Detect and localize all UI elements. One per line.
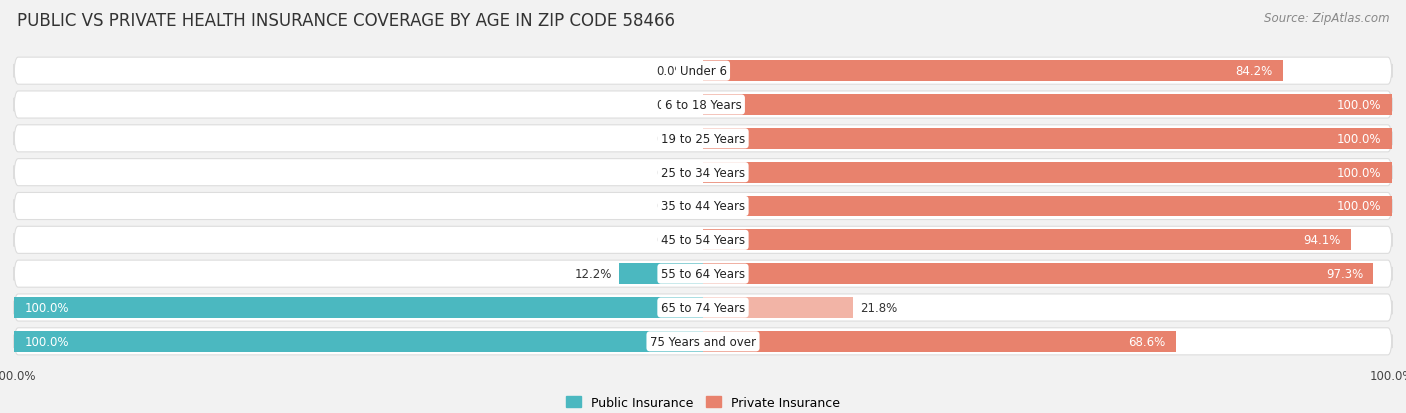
Text: 6 to 18 Years: 6 to 18 Years [665,99,741,112]
Bar [703,162,1392,183]
Text: 0.0%: 0.0% [657,166,686,179]
Text: 0.0%: 0.0% [657,234,686,247]
Bar [703,297,853,318]
Text: PUBLIC VS PRIVATE HEALTH INSURANCE COVERAGE BY AGE IN ZIP CODE 58466: PUBLIC VS PRIVATE HEALTH INSURANCE COVER… [17,12,675,30]
FancyBboxPatch shape [14,159,1392,186]
Text: 0.0%: 0.0% [657,99,686,112]
Text: 19 to 25 Years: 19 to 25 Years [661,133,745,145]
Text: 0.0%: 0.0% [657,200,686,213]
Text: 35 to 44 Years: 35 to 44 Years [661,200,745,213]
Text: 21.8%: 21.8% [860,301,897,314]
Text: 0.0%: 0.0% [657,65,686,78]
Bar [703,263,1374,285]
Text: 100.0%: 100.0% [24,301,69,314]
Text: Source: ZipAtlas.com: Source: ZipAtlas.com [1264,12,1389,25]
Text: 84.2%: 84.2% [1236,65,1272,78]
Bar [703,61,1284,82]
FancyBboxPatch shape [14,227,1392,254]
Text: 100.0%: 100.0% [1337,99,1382,112]
Bar [703,128,1392,150]
Text: 100.0%: 100.0% [1337,200,1382,213]
FancyBboxPatch shape [14,58,1392,85]
Text: 68.6%: 68.6% [1128,335,1166,348]
Text: 25 to 34 Years: 25 to 34 Years [661,166,745,179]
Text: 75 Years and over: 75 Years and over [650,335,756,348]
Text: 100.0%: 100.0% [1337,133,1382,145]
Bar [703,95,1392,116]
Bar [703,196,1392,217]
Bar [619,263,703,285]
Text: 45 to 54 Years: 45 to 54 Years [661,234,745,247]
Text: 97.3%: 97.3% [1326,268,1362,280]
FancyBboxPatch shape [14,126,1392,152]
FancyBboxPatch shape [14,294,1392,321]
Text: 100.0%: 100.0% [24,335,69,348]
Text: 94.1%: 94.1% [1303,234,1341,247]
FancyBboxPatch shape [14,328,1392,355]
Bar [14,331,703,352]
Text: 0.0%: 0.0% [657,133,686,145]
Text: 55 to 64 Years: 55 to 64 Years [661,268,745,280]
FancyBboxPatch shape [14,261,1392,287]
FancyBboxPatch shape [14,193,1392,220]
Legend: Public Insurance, Private Insurance: Public Insurance, Private Insurance [561,391,845,413]
Text: 65 to 74 Years: 65 to 74 Years [661,301,745,314]
Bar [703,331,1175,352]
Text: 100.0%: 100.0% [1337,166,1382,179]
Bar [14,297,703,318]
Text: Under 6: Under 6 [679,65,727,78]
FancyBboxPatch shape [14,92,1392,119]
Text: 12.2%: 12.2% [575,268,612,280]
Bar [703,230,1351,251]
